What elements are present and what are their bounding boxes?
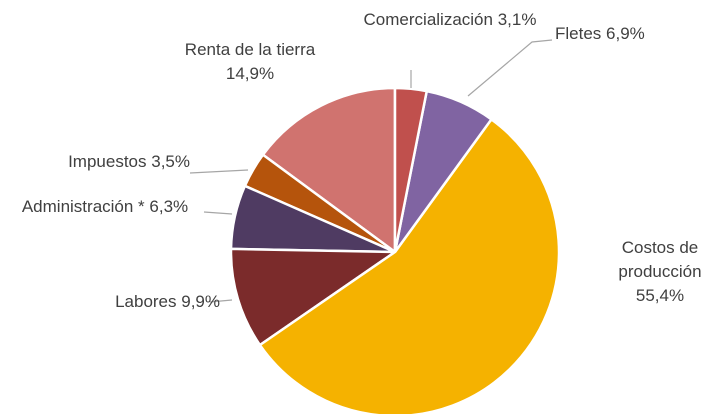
category-label: Administración *: [21, 197, 145, 216]
category-label: Labores: [115, 292, 177, 311]
data-label: Labores 9,9%: [40, 290, 220, 314]
category-label: Impuestos: [68, 152, 147, 171]
category-label: Costos de producción: [618, 238, 702, 281]
data-label: Impuestos 3,5%: [5, 150, 190, 174]
data-label: Comercialización 3,1%: [350, 8, 550, 32]
category-label: Renta de la tierra: [184, 40, 316, 59]
value-label: 55,4%: [635, 286, 685, 305]
leader-line: [203, 211, 233, 215]
data-label: Costos de producción 55,4%: [600, 236, 720, 308]
value-label: 14,9%: [225, 64, 275, 83]
leader-line: [209, 299, 233, 303]
value-label: 3,1%: [497, 10, 537, 29]
value-label: 9,9%: [181, 292, 220, 311]
leader-line: [189, 169, 249, 174]
data-label: Fletes 6,9%: [555, 22, 715, 46]
pie-slice: [393, 86, 429, 253]
category-label: Fletes: [555, 24, 602, 43]
value-label: 6,3%: [149, 197, 189, 216]
pie-slice: [258, 117, 561, 414]
data-label: Renta de la tierra 14,9%: [175, 38, 325, 86]
pie-slice: [261, 86, 397, 255]
pie-slice: [229, 247, 399, 347]
data-label: Administración * 6,3%: [15, 195, 195, 219]
value-label: 3,5%: [151, 152, 190, 171]
category-label: Comercialización: [363, 10, 493, 29]
leader-line: [467, 39, 553, 97]
value-label: 6,9%: [606, 24, 645, 43]
